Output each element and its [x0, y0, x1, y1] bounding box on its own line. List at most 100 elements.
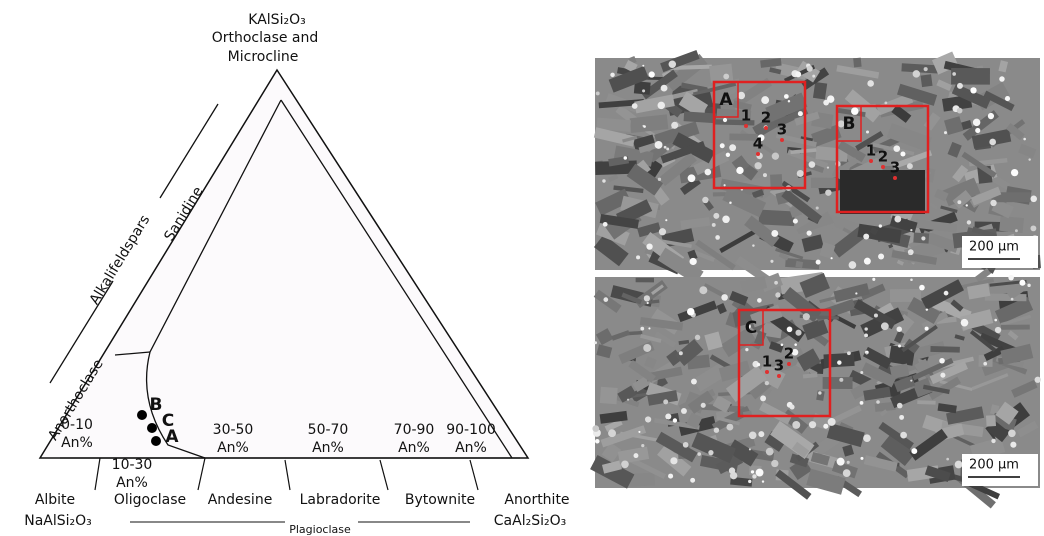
grain: [604, 419, 623, 432]
spot-label: 2: [761, 109, 771, 127]
bright-grain: [602, 179, 606, 183]
bright-grain: [786, 326, 793, 333]
bright-grain: [851, 107, 859, 115]
grain: [678, 339, 690, 345]
bright-grain: [818, 391, 822, 395]
grain: [665, 53, 708, 92]
grain: [893, 330, 905, 344]
grain: [863, 386, 891, 401]
bright-grain: [899, 414, 905, 420]
scale-bg: [962, 236, 1038, 268]
bright-grain: [952, 72, 956, 76]
bright-grain: [592, 425, 600, 432]
bright-grain: [697, 452, 702, 456]
grain: [951, 68, 990, 85]
bright-grain: [999, 76, 1005, 82]
bright-grain: [1028, 158, 1031, 161]
grain: [967, 283, 991, 300]
field-label: 10-30: [112, 457, 153, 473]
grain: [751, 188, 765, 199]
bright-grain: [678, 351, 683, 356]
grain: [850, 377, 881, 400]
grain: [822, 377, 853, 390]
bright-grain: [987, 112, 995, 120]
bright-grain: [815, 206, 819, 210]
grain: [637, 222, 661, 238]
bright-grain: [774, 280, 778, 285]
roi-label: C: [745, 318, 757, 338]
grain: [629, 114, 669, 134]
grain: [944, 116, 964, 136]
grain: [1018, 143, 1037, 159]
grain: [893, 375, 916, 393]
field-label: An%: [61, 435, 93, 451]
grain: [952, 164, 969, 183]
bright-grain: [880, 322, 889, 331]
grain: [599, 410, 628, 424]
bright-grain: [808, 161, 816, 168]
grain: [920, 74, 933, 88]
grain: [990, 404, 1000, 416]
grain: [765, 92, 808, 123]
grain: [892, 150, 933, 170]
bright-grain: [748, 448, 751, 451]
grain: [611, 330, 630, 341]
plagioclase-name: Oligoclase: [114, 492, 186, 508]
bright-grain: [602, 221, 608, 227]
bright-grain: [994, 318, 998, 322]
bright-grain: [837, 360, 842, 365]
bright-grain: [594, 438, 600, 444]
spot: [765, 370, 769, 374]
grain: [658, 152, 697, 186]
grain: [634, 94, 675, 114]
field-label: 30-50: [213, 422, 254, 438]
bright-grain: [806, 65, 813, 72]
point-label: B: [150, 395, 163, 415]
grain: [719, 88, 737, 101]
grain: [617, 446, 650, 465]
bright-grain: [848, 261, 857, 269]
grain: [880, 433, 916, 467]
grain: [991, 198, 1014, 219]
point: [147, 423, 157, 433]
bright-grain: [884, 101, 888, 105]
grain: [912, 357, 954, 381]
bright-grain: [1015, 229, 1018, 233]
grain: [628, 359, 656, 383]
bright-grain: [940, 372, 946, 378]
field-boundary: [114, 351, 151, 356]
grain: [811, 413, 836, 432]
bright-grain: [1004, 96, 1011, 102]
grain: [970, 186, 1002, 206]
bright-grain: [989, 138, 996, 146]
grain: [934, 188, 949, 202]
bright-grain: [657, 101, 666, 110]
grain: [716, 416, 741, 426]
bright-grain: [665, 413, 672, 420]
grain: [912, 377, 933, 398]
grain: [725, 365, 768, 402]
bright-grain: [666, 147, 670, 151]
bright-grain: [808, 421, 817, 429]
bright-grain: [702, 196, 709, 204]
bright-grain: [991, 438, 996, 444]
grain: [815, 146, 848, 162]
grain: [811, 124, 842, 147]
grain: [645, 366, 683, 382]
field-boundary: [145, 99, 282, 459]
grain: [680, 217, 711, 230]
grain: [687, 390, 715, 414]
bright-grain: [636, 255, 641, 260]
sem-image: C1 32 200 μm: [590, 268, 1041, 509]
roi-box: [737, 308, 832, 418]
plagioclase-name: Bytownite: [405, 492, 475, 508]
field-label: 50-70: [308, 422, 349, 438]
grain: [633, 81, 651, 95]
bright-grain: [825, 189, 832, 196]
grain: [888, 345, 916, 366]
grain: [951, 83, 991, 109]
spot: [787, 362, 791, 366]
grain: [639, 316, 684, 331]
